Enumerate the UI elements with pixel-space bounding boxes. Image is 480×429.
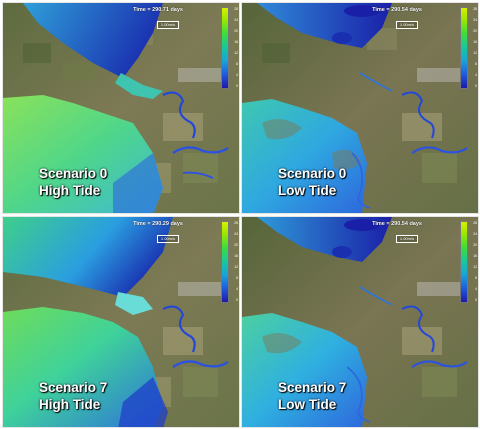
colorbar-tick: 12 [234, 51, 238, 55]
scenario-name: Scenario 7 [39, 380, 108, 395]
time-readout: Time = 290.54 days [372, 221, 422, 227]
colorbar-tick: 4 [236, 73, 238, 77]
colorbar-tick: 20 [473, 243, 477, 247]
colorbar-tick: 24 [234, 18, 238, 22]
map-scenario-7-low-tide [242, 217, 478, 427]
scenario-name: Scenario 0 [39, 166, 108, 181]
time-readout: Time = 290.54 days [372, 7, 422, 13]
map-scenario-7-high-tide [3, 217, 239, 427]
colorbar-tick: 28 [234, 221, 238, 225]
map-scenario-0-high-tide [3, 3, 239, 213]
colorbar [221, 7, 229, 89]
colorbar-tick: 16 [234, 40, 238, 44]
colorbar-tick: 24 [234, 232, 238, 236]
time-readout: Time = 290.71 days [133, 7, 183, 13]
colorbar-tick: 20 [234, 243, 238, 247]
scenario-label: Scenario 0 Low Tide [278, 165, 346, 199]
panel-scenario-7-low-tide: Time = 290.54 days 1.00m/s 28 24 20 16 1… [241, 216, 479, 428]
colorbar-tick: 8 [475, 62, 477, 66]
colorbar-tick: 8 [475, 276, 477, 280]
colorbar-tick: 16 [473, 254, 477, 258]
colorbar-tick: 12 [473, 265, 477, 269]
tide-name: Low Tide [278, 183, 337, 198]
tide-name: High Tide [39, 397, 101, 412]
colorbar-ticks: 28 24 20 16 12 8 4 0 [468, 7, 477, 89]
panel-scenario-0-high-tide: Time = 290.71 days 1.00m/s 28 24 20 16 1… [2, 2, 240, 214]
panel-scenario-0-low-tide: Time = 290.54 days 1.00m/s 28 24 20 16 1… [241, 2, 479, 214]
velocity-scale: 1.00m/s [157, 21, 179, 29]
colorbar-tick: 8 [236, 276, 238, 280]
colorbar-ticks: 28 24 20 16 12 8 4 0 [229, 221, 238, 303]
colorbar [460, 221, 468, 303]
colorbar-tick: 0 [475, 84, 477, 88]
colorbar-tick: 0 [475, 298, 477, 302]
colorbar-ticks: 28 24 20 16 12 8 4 0 [468, 221, 477, 303]
scenario-label: Scenario 0 High Tide [39, 165, 107, 199]
velocity-scale: 1.00m/s [157, 235, 179, 243]
colorbar-ticks: 28 24 20 16 12 8 4 0 [229, 7, 238, 89]
velocity-scale: 1.00m/s [396, 235, 418, 243]
colorbar-tick: 4 [475, 73, 477, 77]
colorbar [221, 221, 229, 303]
velocity-scale: 1.00m/s [396, 21, 418, 29]
colorbar-tick: 0 [236, 298, 238, 302]
tide-name: High Tide [39, 183, 101, 198]
colorbar-tick: 4 [236, 287, 238, 291]
colorbar-tick: 28 [473, 7, 477, 11]
colorbar [460, 7, 468, 89]
colorbar-tick: 12 [234, 265, 238, 269]
tide-name: Low Tide [278, 397, 337, 412]
scenario-name: Scenario 0 [278, 166, 347, 181]
colorbar-tick: 24 [473, 232, 477, 236]
colorbar-tick: 20 [473, 29, 477, 33]
map-scenario-0-low-tide [242, 3, 478, 213]
colorbar-tick: 4 [475, 287, 477, 291]
colorbar-tick: 24 [473, 18, 477, 22]
colorbar-tick: 28 [234, 7, 238, 11]
colorbar-tick: 16 [473, 40, 477, 44]
scenario-name: Scenario 7 [278, 380, 347, 395]
time-readout: Time = 290.29 days [133, 221, 183, 227]
colorbar-tick: 12 [473, 51, 477, 55]
colorbar-tick: 8 [236, 62, 238, 66]
scenario-label: Scenario 7 High Tide [39, 379, 107, 413]
colorbar-tick: 0 [236, 84, 238, 88]
panel-scenario-7-high-tide: Time = 290.29 days 1.00m/s 28 24 20 16 1… [2, 216, 240, 428]
scenario-label: Scenario 7 Low Tide [278, 379, 346, 413]
colorbar-tick: 16 [234, 254, 238, 258]
colorbar-tick: 28 [473, 221, 477, 225]
colorbar-tick: 20 [234, 29, 238, 33]
